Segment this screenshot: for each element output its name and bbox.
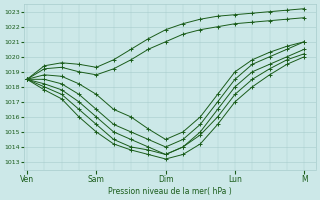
X-axis label: Pression niveau de la mer( hPa ): Pression niveau de la mer( hPa )	[108, 187, 232, 196]
